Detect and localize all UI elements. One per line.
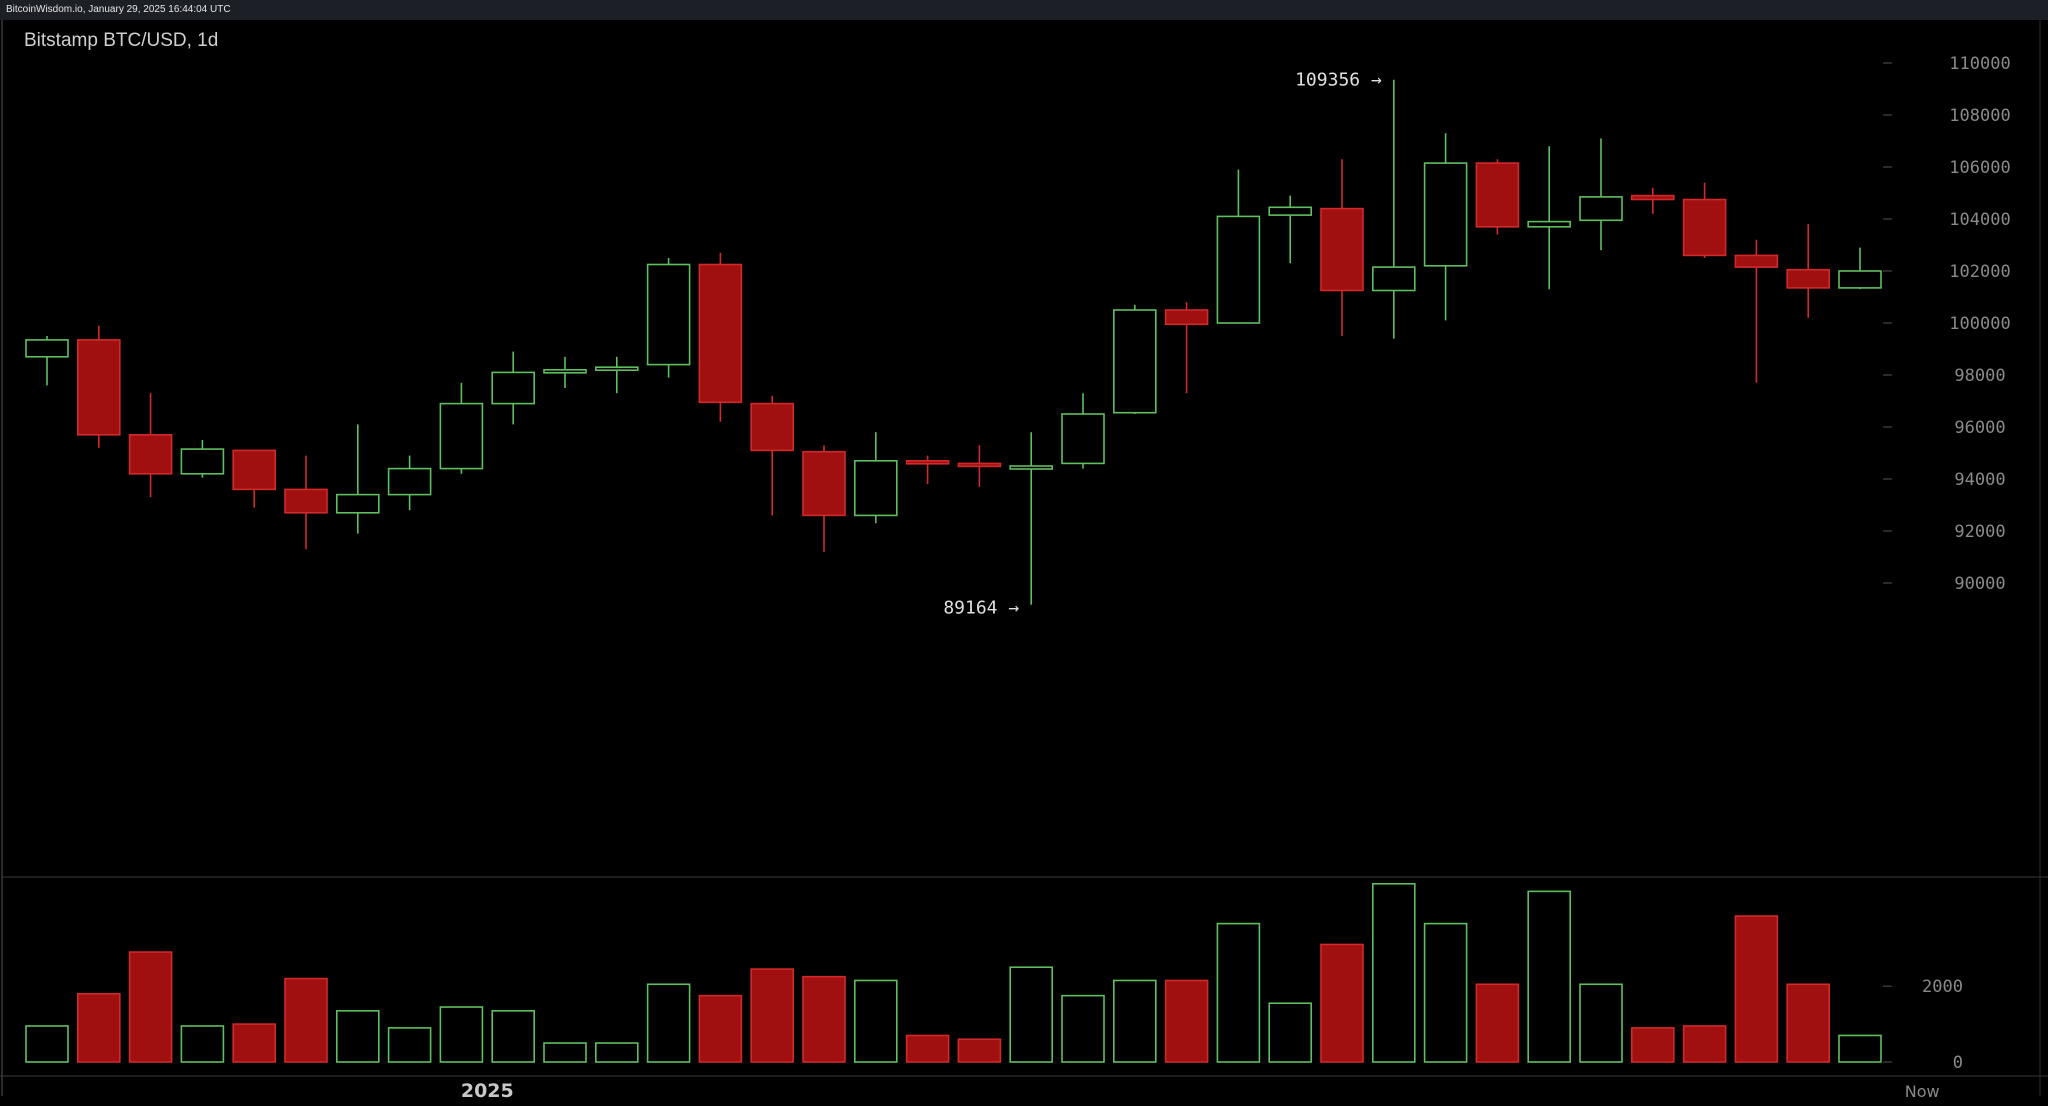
candle-body <box>646 263 691 366</box>
time-axis-label: Now <box>1905 1082 1940 1101</box>
price-axis-label: 92000 <box>1954 522 2005 542</box>
volume-bar <box>543 1042 587 1063</box>
volume-axis-label: 2000 <box>1922 977 1963 997</box>
candle-body <box>957 462 1002 468</box>
candle-body <box>1786 268 1830 289</box>
price-extreme-label: 89164 → <box>943 598 1019 619</box>
candle-body <box>1579 196 1623 222</box>
volume-bar <box>853 979 898 1063</box>
volume-bar <box>802 975 846 1063</box>
volume-bar <box>1631 1027 1675 1063</box>
volume-bar <box>1734 915 1779 1063</box>
candle-body <box>905 459 950 465</box>
candle-body <box>128 433 173 475</box>
price-axis-label: 94000 <box>1954 470 2005 490</box>
volume-bar <box>335 1010 380 1063</box>
volume-bar <box>1786 983 1830 1063</box>
candle-body <box>1527 220 1571 228</box>
volume-bar <box>1579 983 1623 1063</box>
price-axis-label: 100000 <box>1949 314 2010 334</box>
volume-bar <box>1527 890 1571 1063</box>
candle-body <box>1113 309 1157 414</box>
volume-bar <box>180 1025 225 1063</box>
candle-body <box>387 467 432 496</box>
volume-bar <box>387 1027 432 1063</box>
candle-body <box>284 488 328 514</box>
candle-body <box>1372 266 1416 292</box>
volume-bar <box>905 1034 950 1063</box>
candle-body <box>1475 162 1520 228</box>
volume-bar <box>1838 1034 1882 1063</box>
candle-body <box>77 339 121 436</box>
price-extreme-label: 109356 → <box>1295 70 1382 91</box>
site-timestamp: BitcoinWisdom.io, January 29, 2025 16:44… <box>6 4 231 15</box>
candle-body <box>802 450 846 517</box>
price-axis-label: 90000 <box>1954 574 2005 594</box>
candle-body <box>1164 309 1209 326</box>
candle-body <box>1216 215 1261 324</box>
candle-body <box>698 263 743 404</box>
candle-body <box>1320 207 1364 292</box>
price-axis-label: 98000 <box>1954 366 2005 386</box>
candle-body <box>853 459 898 517</box>
price-axis-label: 110000 <box>1949 54 2010 74</box>
volume-bar <box>284 977 328 1063</box>
candle-body <box>1631 194 1675 201</box>
price-axis-label: 106000 <box>1949 158 2010 178</box>
volume-bar <box>1216 922 1261 1063</box>
volume-bar <box>957 1038 1002 1063</box>
price-axis-label: 102000 <box>1949 262 2010 282</box>
price-axis-label: 96000 <box>1954 418 2005 438</box>
volume-bar <box>1320 943 1364 1063</box>
chart-title: Bitstamp BTC/USD, 1d <box>24 30 219 51</box>
volume-bar <box>232 1023 276 1063</box>
volume-bar <box>1009 966 1054 1063</box>
candle-body <box>1268 206 1312 216</box>
volume-bar <box>1682 1025 1727 1063</box>
volume-bar <box>1372 882 1416 1063</box>
candle-body <box>491 371 536 405</box>
volume-bar <box>1475 983 1520 1063</box>
candle-body <box>1061 413 1105 465</box>
top-info-bar: BitcoinWisdom.io, January 29, 2025 16:44… <box>0 0 2048 20</box>
volume-bar <box>1113 979 1157 1063</box>
volume-bar <box>25 1025 69 1063</box>
volume-axis-label: 0 <box>1953 1053 1963 1073</box>
volume-bar <box>646 983 691 1063</box>
volume-bar <box>1164 979 1209 1063</box>
volume-bar <box>128 951 173 1063</box>
candle-body <box>439 402 484 470</box>
candle-body <box>750 402 795 452</box>
candle-body <box>232 449 276 491</box>
candle-body <box>1734 254 1779 268</box>
candle-body <box>1682 198 1727 257</box>
volume-bar <box>77 992 121 1063</box>
time-axis-label: 2025 <box>461 1080 514 1102</box>
price-axis-label: 104000 <box>1949 210 2010 230</box>
candle-body <box>1838 270 1882 289</box>
candle-body <box>1009 465 1054 470</box>
volume-bar <box>1268 1002 1312 1063</box>
volume-bar <box>1423 922 1468 1063</box>
candle-body <box>543 368 587 374</box>
candle-body <box>180 448 225 475</box>
volume-bar <box>1061 994 1105 1063</box>
volume-bar <box>698 994 743 1063</box>
candle-body <box>25 339 69 358</box>
volume-bar <box>439 1006 484 1063</box>
candle-body <box>335 493 380 514</box>
volume-bar <box>491 1010 536 1063</box>
candle-body <box>1423 162 1468 267</box>
volume-bar <box>594 1042 639 1063</box>
volume-bar <box>750 968 795 1063</box>
price-axis-label: 108000 <box>1949 106 2010 126</box>
candle-body <box>594 366 639 372</box>
